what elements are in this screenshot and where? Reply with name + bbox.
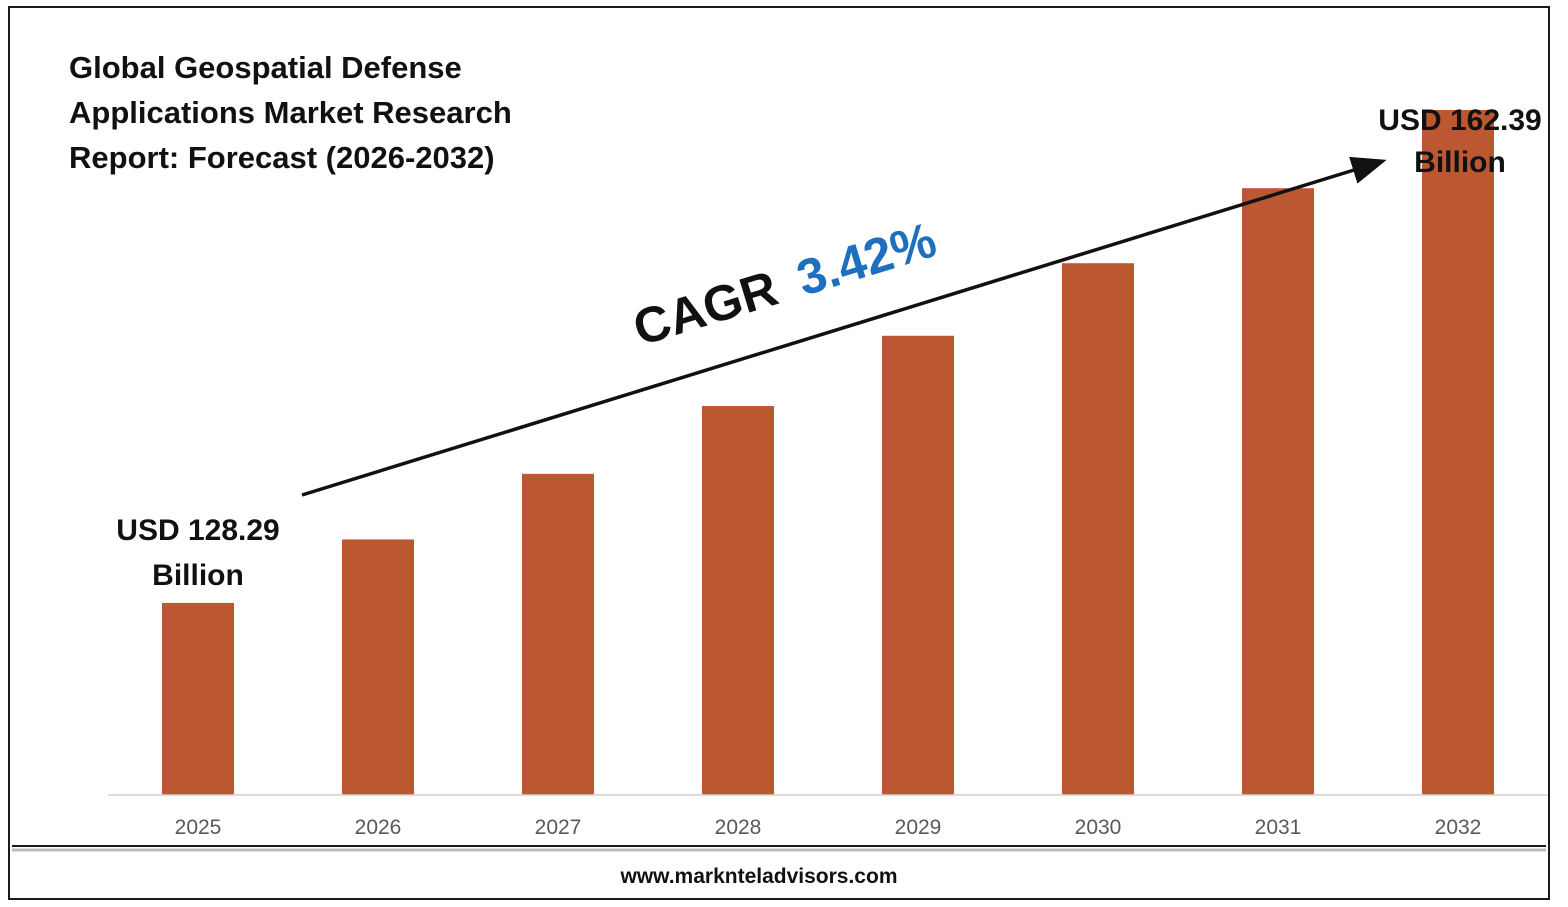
cagr-value: 3.42% — [790, 211, 942, 306]
x-tick-label-2030: 2030 — [1075, 816, 1122, 839]
footer-website[interactable]: www.marknteladvisors.com — [620, 865, 898, 888]
end-value-line-2: Billion — [1414, 146, 1506, 179]
bar-2029 — [882, 335, 954, 795]
x-tick-label-2027: 2027 — [535, 816, 582, 839]
x-tick-label-2028: 2028 — [715, 816, 762, 839]
chart-title-line-3: Report: Forecast (2026-2032) — [69, 140, 495, 175]
cagr-label: CAGR — [627, 260, 784, 357]
chart-title-line-1: Global Geospatial Defense — [69, 50, 462, 85]
end-value-line-1: USD 162.39 — [1378, 104, 1541, 137]
x-tick-label-2025: 2025 — [175, 816, 222, 839]
start-value-line-2: Billion — [152, 559, 244, 592]
x-tick-label-2029: 2029 — [895, 816, 942, 839]
bar-2031 — [1242, 188, 1314, 795]
bar-2027 — [522, 473, 594, 795]
bar-2028 — [702, 406, 774, 795]
x-tick-labels: 2025 2026 2027 2028 2029 2030 2031 2032 — [175, 816, 1482, 839]
bar-2025 — [162, 602, 234, 795]
x-tick-label-2026: 2026 — [355, 816, 402, 839]
start-value-line-1: USD 128.29 — [116, 514, 279, 547]
bars-group — [162, 109, 1494, 796]
bar-2032 — [1422, 109, 1494, 796]
bar-2026 — [342, 539, 414, 795]
bar-2030 — [1062, 263, 1134, 795]
x-tick-label-2031: 2031 — [1255, 816, 1302, 839]
cagr-annotation: CAGR 3.42% — [627, 211, 943, 356]
trend-arrow — [301, 156, 1387, 497]
chart-title-line-2: Applications Market Research — [69, 95, 512, 130]
x-tick-label-2032: 2032 — [1435, 816, 1482, 839]
